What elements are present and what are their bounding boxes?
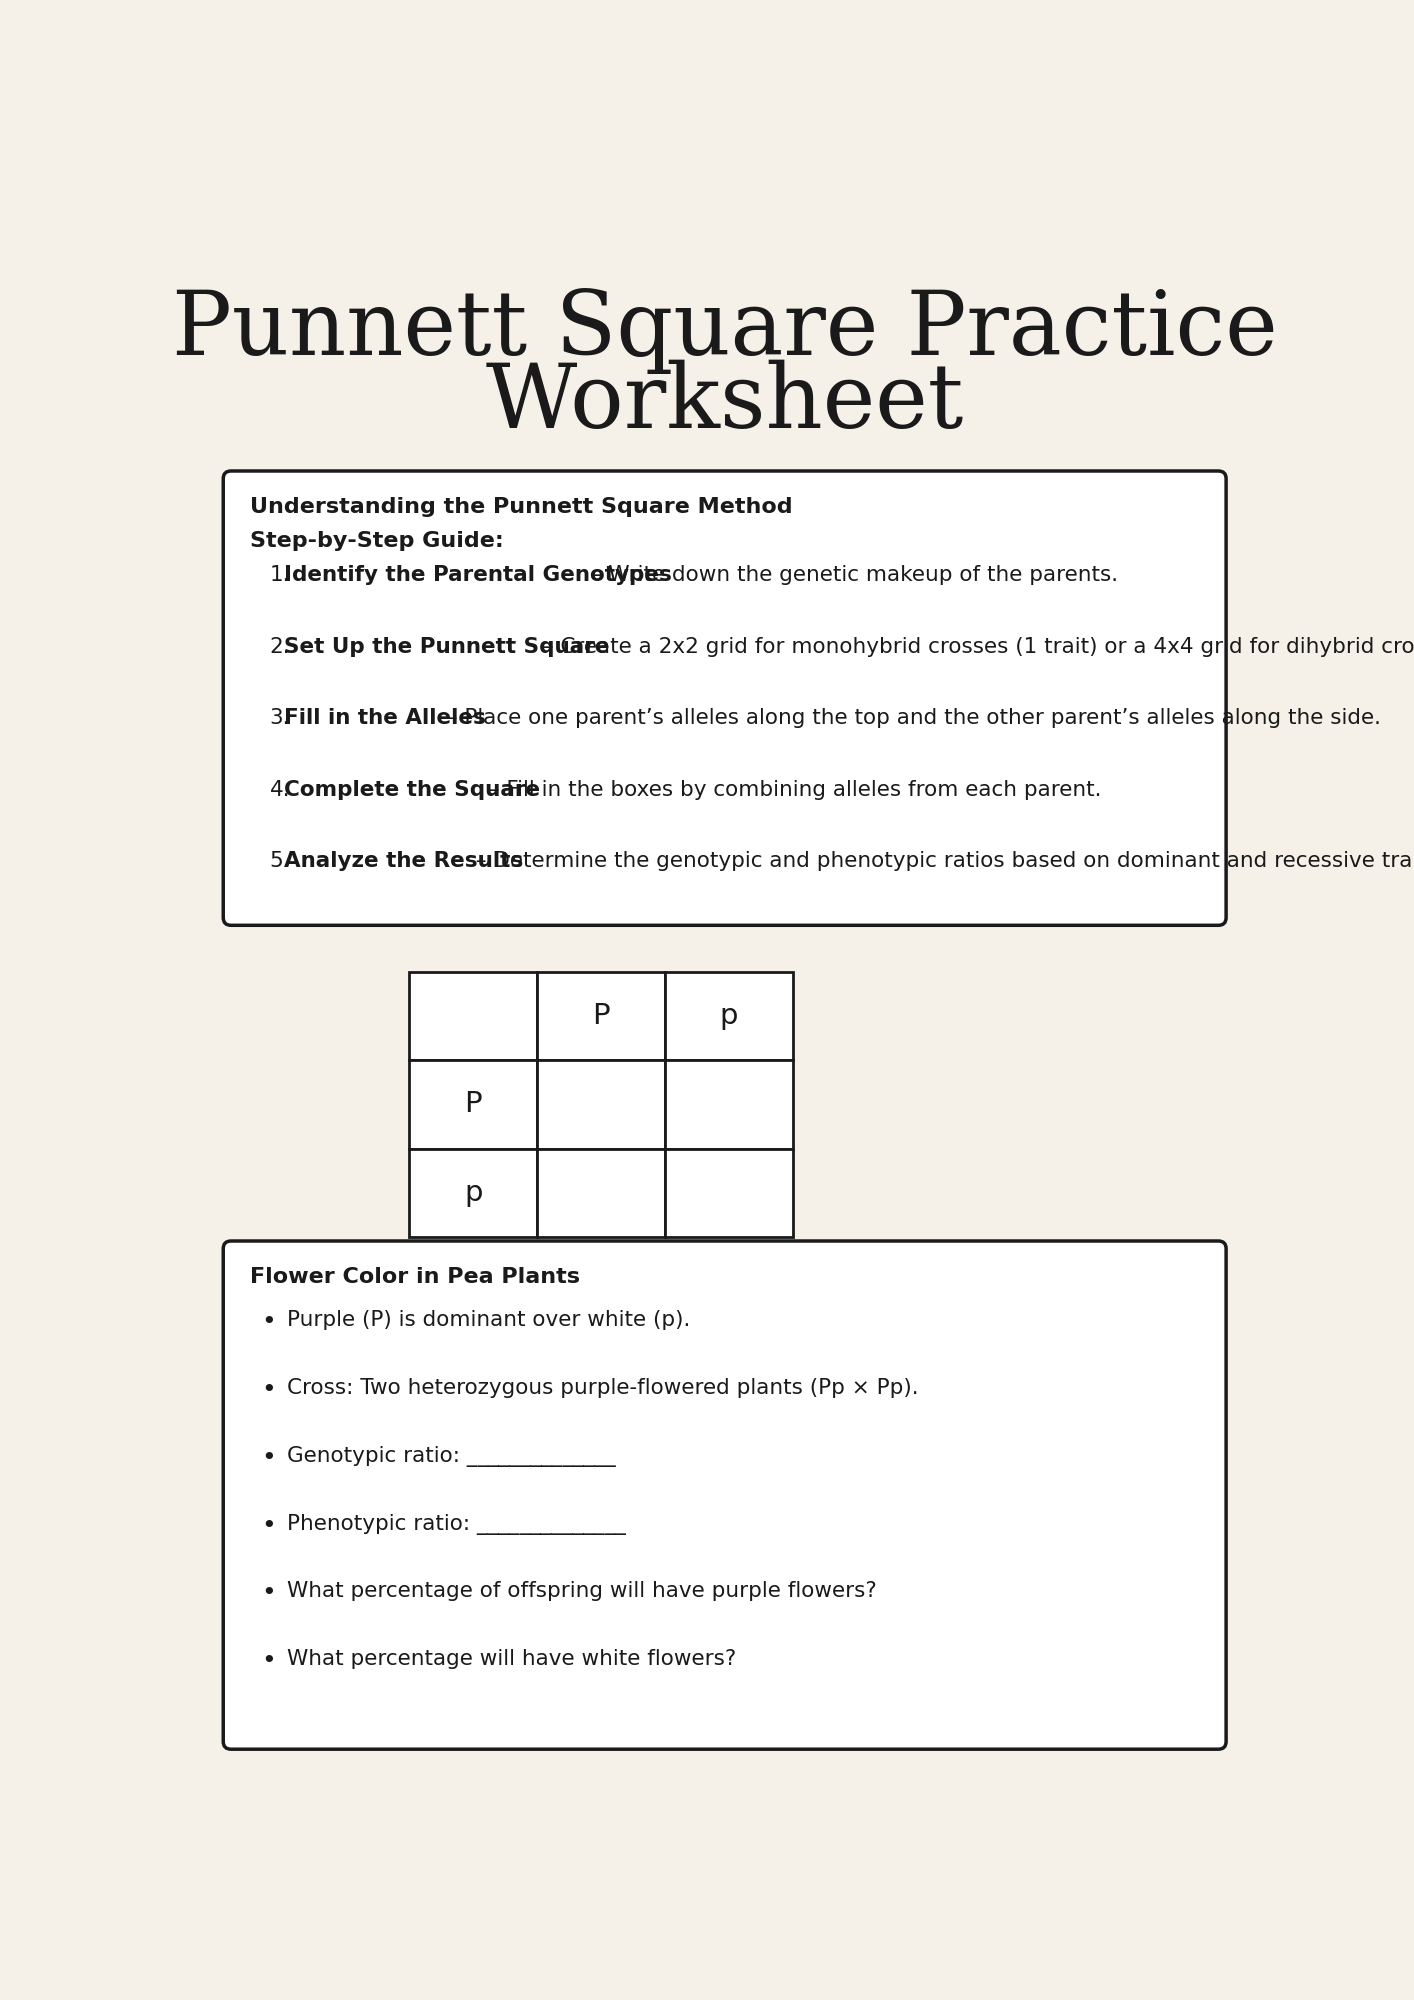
Text: p: p [464, 1178, 482, 1206]
Bar [409, 1148, 537, 1238]
Text: What percentage will have white flowers?: What percentage will have white flowers? [287, 1650, 737, 1670]
Text: P: P [592, 1002, 609, 1030]
Text: Cross: Two heterozygous purple-flowered plants (Pp × Pp).: Cross: Two heterozygous purple-flowered … [287, 1378, 919, 1398]
Text: Phenotypic ratio: ______________: Phenotypic ratio: ______________ [287, 1514, 625, 1534]
Text: Flower Color in Pea Plants: Flower Color in Pea Plants [250, 1268, 580, 1288]
Text: Purple (P) is dominant over white (p).: Purple (P) is dominant over white (p). [287, 1310, 690, 1330]
Text: – Write down the genetic makeup of the parents.: – Write down the genetic makeup of the p… [584, 564, 1118, 584]
Text: •: • [260, 1446, 276, 1470]
Text: – Determine the genotypic and phenotypic ratios based on dominant and recessive : – Determine the genotypic and phenotypic… [469, 852, 1414, 872]
Text: •: • [260, 1378, 276, 1402]
FancyBboxPatch shape [223, 1240, 1226, 1750]
Text: Identify the Parental Genotypes: Identify the Parental Genotypes [284, 564, 672, 584]
Text: Step-by-Step Guide:: Step-by-Step Guide: [250, 532, 503, 552]
Text: – Fill in the boxes by combining alleles from each parent.: – Fill in the boxes by combining alleles… [482, 780, 1102, 800]
Bar [665, 1148, 793, 1238]
Text: Genotypic ratio: ______________: Genotypic ratio: ______________ [287, 1446, 615, 1466]
Text: Punnett Square Practice: Punnett Square Practice [171, 286, 1278, 374]
Text: 3.: 3. [270, 708, 290, 728]
Text: 2.: 2. [270, 636, 290, 656]
Bar [537, 1148, 665, 1238]
Text: – Place one parent’s alleles along the top and the other parent’s alleles along : – Place one parent’s alleles along the t… [440, 708, 1381, 728]
Bar [665, 972, 793, 1060]
Bar [537, 1060, 665, 1148]
Text: – Create a 2x2 grid for monohybrid crosses (1 trait) or a 4x4 grid for dihybrid : – Create a 2x2 grid for monohybrid cross… [536, 636, 1414, 656]
Text: •: • [260, 1310, 276, 1334]
Text: Analyze the Results: Analyze the Results [284, 852, 523, 872]
FancyBboxPatch shape [223, 470, 1226, 926]
Text: P: P [464, 1090, 482, 1118]
Text: •: • [260, 1582, 276, 1606]
Text: •: • [260, 1650, 276, 1674]
Text: Set Up the Punnett Square: Set Up the Punnett Square [284, 636, 609, 656]
Bar [409, 972, 537, 1060]
Text: 5.: 5. [270, 852, 290, 872]
Text: •: • [260, 1514, 276, 1538]
Text: 1.: 1. [270, 564, 290, 584]
Text: Fill in the Alleles: Fill in the Alleles [284, 708, 485, 728]
Text: 4.: 4. [270, 780, 290, 800]
Text: What percentage of offspring will have purple flowers?: What percentage of offspring will have p… [287, 1582, 877, 1602]
Text: Complete the Square: Complete the Square [284, 780, 540, 800]
Text: Understanding the Punnett Square Method: Understanding the Punnett Square Method [250, 498, 792, 518]
Text: Worksheet: Worksheet [485, 360, 964, 446]
Bar [537, 972, 665, 1060]
Text: p: p [720, 1002, 738, 1030]
Bar [409, 1060, 537, 1148]
Bar [665, 1060, 793, 1148]
